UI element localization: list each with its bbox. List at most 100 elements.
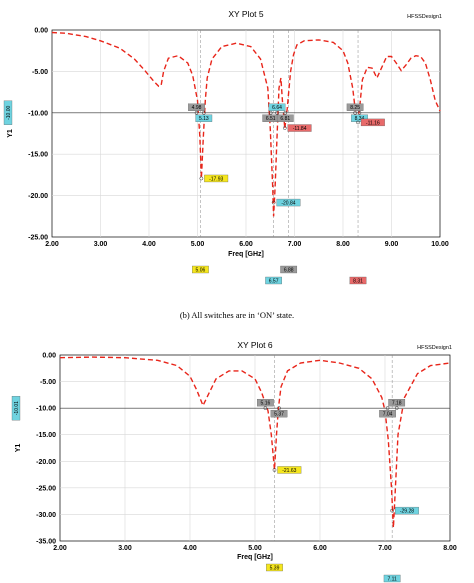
marker-point — [394, 406, 399, 410]
y-tick-label: -15.00 — [36, 432, 56, 439]
marker-label: 4.98 — [192, 105, 202, 111]
x-axis-label: Freq [GHz] — [237, 554, 273, 561]
x-tick-label: 6.00 — [239, 241, 253, 248]
reference-line-badge — [11, 395, 21, 421]
marker-label: 5.06 — [196, 267, 206, 273]
marker-badge — [379, 409, 396, 418]
x-tick-label: 9.00 — [385, 241, 399, 248]
marker-point — [356, 120, 360, 125]
marker-label: -20.84 — [281, 200, 295, 206]
marker-badge — [266, 563, 283, 572]
marker-badge — [204, 174, 229, 183]
marker-badge — [268, 103, 286, 111]
x-tick-label: 4.00 — [142, 241, 156, 248]
marker-badge — [383, 574, 401, 583]
x-tick-label: 8.00 — [443, 545, 457, 552]
marker-label: 5.13 — [199, 116, 209, 122]
marker-label: 8.31 — [353, 278, 363, 284]
x-tick-label: 10.00 — [431, 241, 449, 248]
y-tick-label: -25.00 — [28, 235, 48, 242]
marker-label: 5.39 — [270, 565, 280, 571]
y-tick-label: -5.00 — [32, 69, 48, 76]
marker-label: -29.28 — [400, 509, 414, 515]
marker-badge — [280, 265, 298, 274]
marker-point — [282, 126, 287, 130]
marker-point — [390, 508, 394, 513]
marker-point — [275, 110, 279, 115]
y-tick-label: -20.00 — [36, 459, 56, 466]
x-tick-label: 3.00 — [118, 545, 132, 552]
y-tick-label: -35.00 — [36, 539, 56, 546]
marker-label: 6.88 — [284, 267, 294, 273]
series-line — [51, 31, 441, 217]
marker-label: 7.04 — [383, 412, 393, 418]
xy-plot-6: XY Plot 6 HFSSDesign1 0.00 -5.00 -10.00 -15.0… — [11, 340, 457, 583]
y-tick-label: -30.00 — [36, 512, 56, 519]
marker-label: 6.51 — [266, 116, 276, 122]
marker-badge — [349, 276, 367, 285]
marker-point — [283, 110, 288, 115]
marker-point — [268, 110, 273, 115]
marker-point — [201, 110, 206, 115]
marker-label: 6.64 — [272, 105, 282, 111]
y-tick-label: 0.00 — [42, 353, 56, 360]
reference-line-label: -10.00 — [6, 105, 12, 119]
marker-label: 8.34 — [355, 116, 365, 122]
caption-b: (b) All switches are in ‘ON’ state. — [180, 310, 294, 320]
chart-title: XY Plot 6 — [237, 340, 273, 350]
marker-badge — [394, 506, 419, 515]
x-tick-label: 6.00 — [313, 545, 327, 552]
marker-badge — [270, 409, 288, 418]
marker-label: 5.37 — [274, 412, 284, 418]
x-tick-label: 2.00 — [53, 545, 67, 552]
marker-label: -11.16 — [366, 120, 380, 126]
y-tick-label: -10.00 — [36, 406, 56, 413]
marker-label: 5.16 — [261, 401, 271, 407]
marker-badge — [276, 114, 294, 122]
marker-point — [263, 406, 268, 410]
x-tick-label: 3.00 — [94, 241, 108, 248]
y-tick-label: -5.00 — [40, 379, 56, 386]
series-line — [59, 356, 451, 528]
marker-label: 6.81 — [280, 116, 290, 122]
marker-point — [271, 200, 276, 205]
x-tick-label: 2.00 — [45, 241, 59, 248]
chart-title: XY Plot 5 — [228, 9, 264, 19]
marker-point — [272, 468, 277, 472]
x-tick-label: 7.00 — [288, 241, 302, 248]
marker-badge — [346, 103, 364, 111]
xy-plot-5: XY Plot 5 HFSSDesign1 0.00 -5.00 -10.00 -15.0… — [3, 9, 449, 285]
marker-label: 7.18 — [392, 401, 402, 407]
y-tick-label: 0.00 — [34, 28, 48, 35]
marker-badge — [188, 103, 205, 111]
x-tick-label: 8.00 — [336, 241, 350, 248]
marker-badge — [277, 466, 302, 474]
marker-badge — [265, 276, 282, 285]
reference-line-badge — [3, 100, 13, 125]
x-tick-label: 5.00 — [191, 241, 205, 248]
y-axis-label: Y1 — [7, 129, 14, 138]
marker-label: -21.63 — [282, 468, 296, 474]
marker-label: -17.93 — [209, 176, 223, 182]
marker-point — [194, 110, 199, 115]
marker-badge — [257, 398, 274, 407]
x-tick-label: 5.00 — [248, 545, 262, 552]
marker-badge — [276, 198, 301, 207]
marker-point — [353, 110, 357, 115]
x-tick-label: 7.00 — [378, 545, 392, 552]
reference-line-label: -10.01 — [14, 401, 20, 415]
x-axis-label: Freq [GHz] — [228, 251, 264, 258]
design-label: HFSSDesign1 — [417, 345, 452, 351]
marker-label: 8.25 — [350, 105, 360, 111]
y-tick-label: -15.00 — [28, 152, 48, 159]
y-tick-label: -25.00 — [36, 485, 56, 492]
marker-point — [199, 176, 204, 181]
marker-badge — [360, 118, 385, 127]
marker-point — [277, 406, 281, 410]
y-tick-label: -20.00 — [28, 193, 48, 200]
x-tick-label: 4.00 — [183, 545, 197, 552]
marker-badge — [192, 265, 209, 274]
marker-badge — [287, 124, 312, 132]
marker-label: -11.84 — [293, 126, 307, 132]
